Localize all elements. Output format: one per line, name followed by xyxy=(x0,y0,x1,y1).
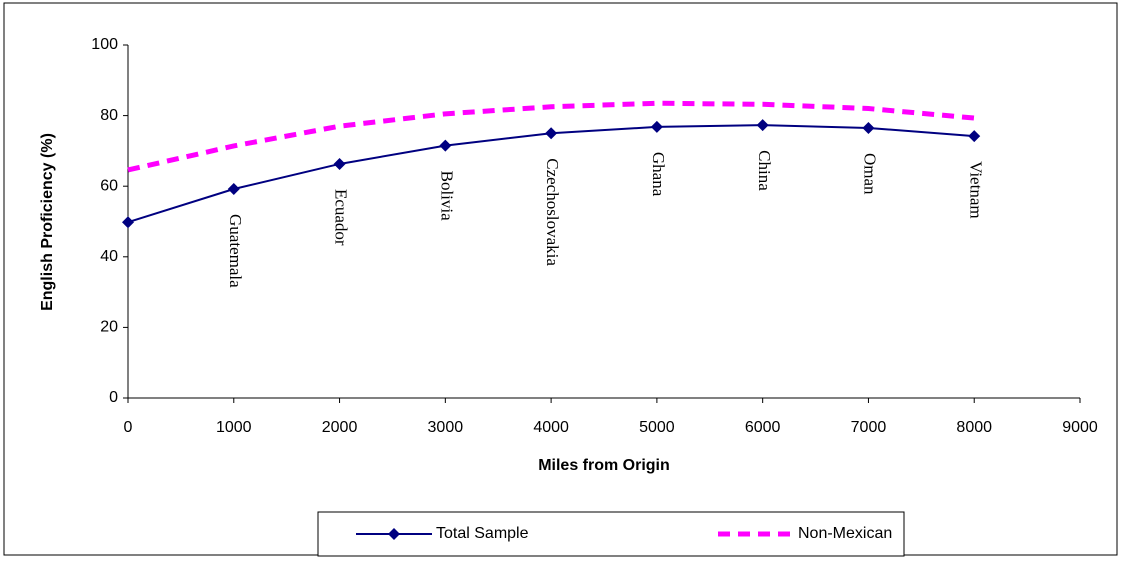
x-tick-label: 4000 xyxy=(533,419,569,436)
data-point xyxy=(122,216,134,229)
point-label: China xyxy=(755,150,774,191)
data-point xyxy=(439,139,452,152)
point-label: Ecuador xyxy=(332,189,351,246)
x-tick-label: 1000 xyxy=(216,419,252,436)
y-tick-label: 100 xyxy=(91,36,118,53)
x-tick-label: 0 xyxy=(124,419,133,436)
point-label: Oman xyxy=(861,153,880,195)
x-tick-label: 8000 xyxy=(956,419,992,436)
point-label: Bolivia xyxy=(437,171,456,222)
y-tick-label: 60 xyxy=(100,177,118,194)
x-tick-label: 2000 xyxy=(322,419,358,436)
legend-label: Non-Mexican xyxy=(798,525,892,542)
point-label: Ghana xyxy=(649,152,668,197)
y-tick-label: 20 xyxy=(100,319,118,336)
data-point xyxy=(756,119,769,132)
x-tick-label: 3000 xyxy=(428,419,464,436)
point-label: Vietnam xyxy=(966,161,985,219)
point-label: Czechoslovakia xyxy=(543,158,562,266)
series-line xyxy=(127,100,975,173)
y-axis-title: English Proficiency (%) xyxy=(39,133,56,311)
data-point xyxy=(333,157,346,170)
x-tick-label: 9000 xyxy=(1062,419,1098,436)
y-tick-label: 0 xyxy=(109,389,118,406)
y-tick-label: 40 xyxy=(100,248,118,265)
legend-marker xyxy=(388,528,400,540)
data-point xyxy=(227,183,240,196)
x-axis-title: Miles from Origin xyxy=(538,457,670,474)
x-tick-label: 7000 xyxy=(851,419,887,436)
point-label: Guatemala xyxy=(226,214,245,288)
x-tick-label: 5000 xyxy=(639,419,675,436)
data-point xyxy=(545,127,558,140)
data-point xyxy=(968,130,981,143)
data-point xyxy=(862,121,875,134)
data-point xyxy=(650,120,663,133)
y-tick-label: 80 xyxy=(100,107,118,124)
x-tick-label: 6000 xyxy=(745,419,781,436)
legend-label: Total Sample xyxy=(436,525,529,542)
